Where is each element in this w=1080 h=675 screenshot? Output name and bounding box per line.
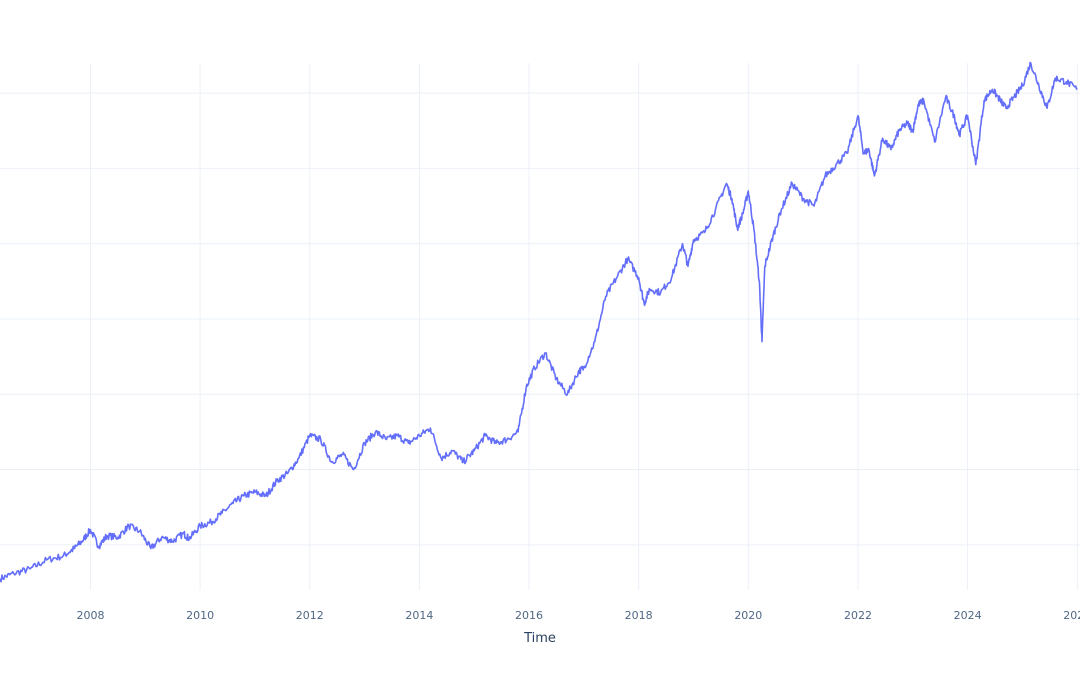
x-tick-label-2018: 2018 bbox=[625, 609, 653, 622]
x-tick-label-2014: 2014 bbox=[405, 609, 433, 622]
series-layer bbox=[0, 61, 1078, 583]
x-tick-label-2026: 2026 bbox=[1063, 609, 1080, 622]
x-tick-label-2024: 2024 bbox=[954, 609, 982, 622]
x-gridlines bbox=[89, 63, 1078, 590]
x-tick-label-2020: 2020 bbox=[734, 609, 762, 622]
x-tick-label-2010: 2010 bbox=[186, 609, 214, 622]
y-gridlines bbox=[0, 92, 1080, 546]
x-tick-label-2022: 2022 bbox=[844, 609, 872, 622]
x-axis-title: Time bbox=[523, 631, 556, 646]
series-line-0 bbox=[0, 61, 1078, 583]
x-tick-label-2012: 2012 bbox=[296, 609, 324, 622]
x-tick-label-2016: 2016 bbox=[515, 609, 543, 622]
x-tick-label-2008: 2008 bbox=[76, 609, 104, 622]
x-tick-labels: 2008 2010 2012 2014 2016 2018 2020 2022 2024 2026 bbox=[76, 609, 1080, 622]
